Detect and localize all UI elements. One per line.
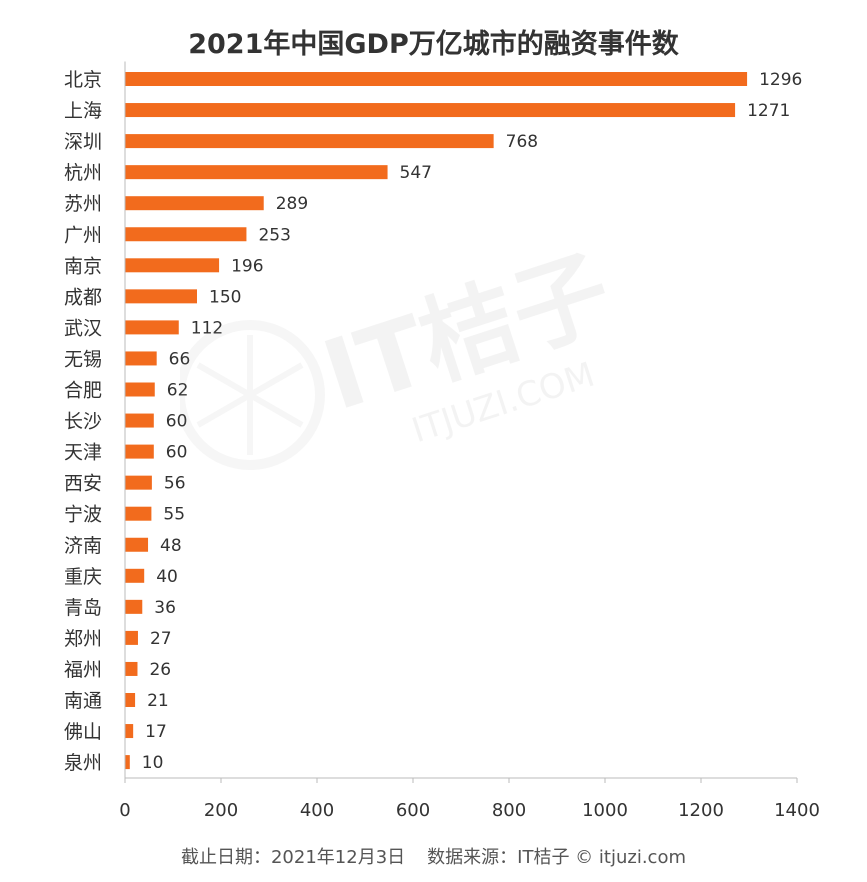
bar-value-label: 36 bbox=[154, 598, 176, 618]
category-label: 泉州 bbox=[64, 752, 102, 774]
x-tick-label: 0 bbox=[119, 800, 130, 821]
bar-value-label: 26 bbox=[149, 660, 171, 680]
bar-value-label: 1271 bbox=[747, 101, 790, 121]
bar-12 bbox=[125, 413, 154, 428]
bar-value-label: 55 bbox=[163, 505, 185, 525]
bar-11 bbox=[125, 382, 155, 397]
category-label: 杭州 bbox=[64, 162, 102, 184]
category-label: 无锡 bbox=[64, 348, 102, 370]
bar-value-label: 289 bbox=[276, 194, 308, 214]
bar-16 bbox=[125, 537, 149, 552]
bar-value-label: 56 bbox=[164, 474, 186, 494]
bar-10 bbox=[125, 351, 157, 366]
category-label: 南通 bbox=[64, 690, 102, 712]
bars-layer bbox=[125, 72, 748, 770]
category-label: 青岛 bbox=[64, 597, 102, 619]
category-label: 南京 bbox=[64, 255, 102, 277]
bar-value-label: 10 bbox=[142, 753, 164, 773]
category-label: 成都 bbox=[64, 286, 102, 308]
x-tick-label: 1200 bbox=[678, 800, 724, 821]
bar-13 bbox=[125, 444, 154, 459]
bar-9 bbox=[125, 320, 179, 335]
category-label: 郑州 bbox=[64, 628, 102, 650]
footer: 截止日期：2021年12月3日 数据来源：IT桔子 © itjuzi.com bbox=[0, 843, 867, 869]
footer-source: 数据来源：IT桔子 © itjuzi.com bbox=[427, 847, 686, 868]
bar-5 bbox=[125, 196, 264, 211]
x-tick-label: 1400 bbox=[774, 800, 820, 821]
category-label: 济南 bbox=[64, 535, 102, 557]
bar-value-label: 17 bbox=[145, 722, 167, 742]
bar-21 bbox=[125, 693, 136, 707]
category-label: 苏州 bbox=[64, 193, 102, 215]
bar-6 bbox=[125, 227, 247, 242]
category-label: 长沙 bbox=[64, 411, 102, 433]
labels-layer: 1296 北京 1271 上海 768 深圳 547 杭州 289 苏州 253 广州 196 南京 150… bbox=[64, 69, 802, 774]
bar-value-label: 62 bbox=[167, 381, 189, 401]
bar-value-label: 1296 bbox=[759, 70, 802, 90]
x-tick-label: 1000 bbox=[582, 800, 628, 821]
category-label: 深圳 bbox=[64, 131, 102, 153]
bar-value-label: 253 bbox=[258, 225, 290, 245]
bar-18 bbox=[125, 599, 143, 614]
bar-value-label: 40 bbox=[156, 567, 178, 587]
bar-value-label: 768 bbox=[506, 132, 538, 152]
x-tick-label: 800 bbox=[492, 800, 526, 821]
bar-value-label: 66 bbox=[169, 349, 191, 369]
bar-19 bbox=[125, 630, 138, 645]
bar-2 bbox=[125, 103, 736, 118]
category-label: 天津 bbox=[64, 442, 102, 464]
bar-1 bbox=[125, 72, 748, 86]
bar-8 bbox=[125, 289, 197, 304]
bar-15 bbox=[125, 506, 152, 521]
bar-value-label: 60 bbox=[166, 412, 188, 432]
bar-value-label: 27 bbox=[150, 629, 172, 649]
category-label: 上海 bbox=[64, 100, 102, 122]
bar-value-label: 60 bbox=[166, 443, 188, 463]
x-tick-label: 200 bbox=[204, 800, 238, 821]
bar-7 bbox=[125, 258, 220, 273]
bar-value-label: 196 bbox=[231, 256, 263, 276]
footer-date: 截止日期：2021年12月3日 bbox=[180, 847, 406, 868]
x-tick-label: 600 bbox=[396, 800, 430, 821]
bar-23 bbox=[125, 755, 130, 770]
bar-17 bbox=[125, 568, 145, 583]
category-label: 西安 bbox=[64, 473, 102, 495]
bar-value-label: 48 bbox=[160, 536, 182, 556]
bar-value-label: 150 bbox=[209, 287, 241, 307]
category-label: 佛山 bbox=[64, 721, 102, 743]
bar-value-label: 21 bbox=[147, 691, 169, 711]
bar-20 bbox=[125, 661, 138, 676]
bar-14 bbox=[125, 475, 152, 490]
category-label: 宁波 bbox=[64, 504, 102, 526]
category-label: 广州 bbox=[64, 224, 102, 246]
category-label: 福州 bbox=[64, 659, 102, 681]
category-label: 合肥 bbox=[64, 380, 102, 402]
bar-22 bbox=[125, 724, 134, 739]
category-label: 武汉 bbox=[64, 317, 102, 339]
bar-4 bbox=[125, 165, 388, 180]
x-tick-label: 400 bbox=[300, 800, 334, 821]
bar-3 bbox=[125, 134, 494, 149]
axis-layer: 0 200 400 600 800 1000 1200 1400 bbox=[119, 61, 820, 821]
bar-value-label: 547 bbox=[400, 163, 432, 183]
chart-title: 2021年中国GDP万亿城市的融资事件数 bbox=[188, 29, 679, 60]
category-label: 北京 bbox=[64, 69, 102, 91]
bar-value-label: 112 bbox=[191, 318, 223, 338]
category-label: 重庆 bbox=[64, 566, 102, 588]
